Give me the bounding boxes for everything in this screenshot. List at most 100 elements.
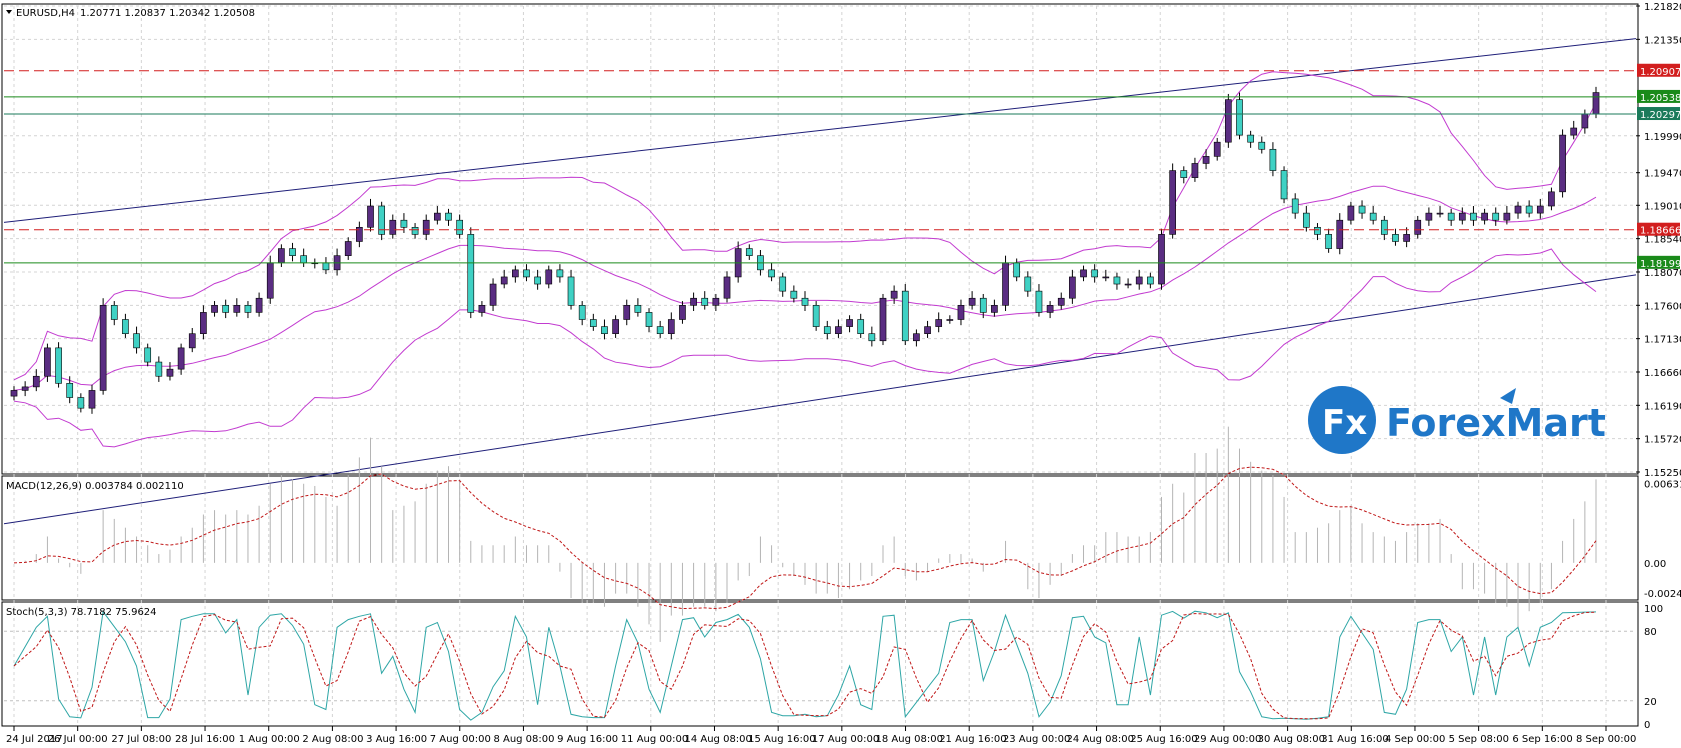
x-tick-label: 2 Aug 08:00: [302, 734, 363, 745]
y-tick-label: 1.19470: [1644, 169, 1681, 180]
candle-bear: [556, 269, 564, 278]
candle-bull: [1347, 205, 1355, 221]
grid-lines: [4, 5, 1636, 726]
level-label-box: [1637, 255, 1680, 269]
x-tick-label: 18 Aug 08:00: [876, 734, 943, 745]
candle-bear: [901, 290, 909, 342]
bollinger-lower: [13, 248, 1597, 448]
stoch-d-line: [13, 611, 1597, 720]
forexmart-logo-icon: [1308, 386, 1376, 454]
candle-bull: [1135, 276, 1143, 285]
price-panel: [3, 38, 1637, 525]
candle-bear: [1280, 170, 1288, 200]
candle-bull: [946, 319, 954, 321]
candle-bull: [1514, 205, 1522, 214]
candle-bull: [177, 347, 185, 370]
candle-bear: [1236, 99, 1243, 136]
x-tick-label: 21 Aug 16:00: [939, 734, 1006, 745]
candle-bear: [322, 262, 330, 271]
candle-bear: [1180, 170, 1188, 178]
candle-bull: [200, 312, 207, 334]
level-label: 1.20297: [1640, 110, 1681, 121]
stoch-y-tick-label: 100: [1644, 604, 1663, 615]
candle-bull: [32, 375, 40, 388]
candle-bull: [389, 219, 397, 235]
y-tick-label: 1.17600: [1644, 301, 1681, 312]
candle-bull: [667, 319, 675, 334]
candle-bull: [957, 305, 965, 320]
candle-bear: [1035, 290, 1043, 313]
candle-bear: [289, 248, 296, 256]
candle-bull: [935, 319, 943, 327]
stoch-header: Stoch(5,3,3) 78.7182 75.9624: [6, 607, 157, 618]
candle-bear: [110, 305, 118, 320]
y-tick-label: 1.18070: [1644, 268, 1681, 279]
candle-bear: [1380, 219, 1388, 235]
candle-bear: [66, 383, 74, 398]
candle-bull: [255, 297, 263, 313]
candle-bull: [1169, 170, 1176, 235]
x-tick-label: 5 Sep 08:00: [1449, 734, 1509, 745]
macd-y-tick-label: 0.00: [1644, 559, 1666, 570]
candle-bull: [88, 390, 96, 409]
macd-y-tick-label: -0.002407: [1644, 589, 1681, 600]
candle-bull: [422, 219, 430, 235]
channel-lower-line: [3, 274, 1637, 525]
candle-bear: [1392, 234, 1399, 242]
candle-bear: [1024, 276, 1032, 292]
candle-bear: [823, 326, 831, 334]
y-tick-label: 1.19990: [1644, 132, 1681, 143]
candle-bull: [233, 305, 241, 313]
candle-bull: [1425, 212, 1433, 221]
candle-bull: [1069, 276, 1076, 299]
candle-bear: [1147, 276, 1154, 285]
candle-bull: [489, 283, 497, 306]
x-tick-label: 8 Aug 08:00: [493, 734, 554, 745]
level-label-box: [1637, 63, 1680, 77]
candle-bull: [1002, 262, 1009, 306]
level-label: 1.20907: [1640, 67, 1681, 78]
y-tick-label: 1.15720: [1644, 435, 1681, 446]
candle-bear: [801, 297, 809, 306]
symbol-dropdown-icon[interactable]: [6, 10, 12, 14]
candle-bull: [623, 305, 631, 320]
candle-bull: [1080, 269, 1087, 278]
candle-bull: [1124, 283, 1132, 286]
candle-bear: [77, 397, 85, 409]
candle-bear: [1314, 226, 1321, 235]
logo-text: ForexMart: [1386, 401, 1606, 445]
x-tick-label: 1 Aug 00:00: [239, 734, 300, 745]
candle-bear: [768, 269, 775, 278]
candle-bear: [701, 297, 709, 306]
x-tick-label: 8 Sep 00:00: [1576, 734, 1636, 745]
x-tick-label: 17 Aug 00:00: [812, 734, 879, 745]
candle-bull: [1336, 219, 1344, 249]
candle-bull: [99, 305, 107, 391]
candle-bear: [1291, 198, 1299, 214]
candle-bear: [244, 305, 252, 313]
stoch-y-tick-label: 0: [1644, 720, 1650, 731]
candle-bull: [1481, 212, 1488, 221]
candle-bear: [523, 269, 530, 278]
macd-panel-frame: [1, 475, 1639, 601]
candle-bull: [835, 326, 842, 334]
candle-bear: [1113, 276, 1121, 285]
candle-bear: [979, 297, 987, 313]
y-tick-label: 1.19010: [1644, 201, 1681, 212]
level-label-box: [1637, 89, 1680, 103]
candle-bull: [1570, 127, 1578, 136]
candle-bull: [968, 297, 976, 306]
x-tick-label: 30 Aug 08:00: [1258, 734, 1325, 745]
candle-bear: [1492, 212, 1500, 221]
ohlc-header: 1.20771 1.20837 1.20342 1.20508: [80, 8, 255, 19]
level-label: 1.18199: [1640, 259, 1681, 270]
candle-bear: [645, 312, 653, 327]
candle-bear: [589, 319, 597, 327]
candle-bear: [378, 205, 385, 235]
forexmart-logo: Fx ForexMart: [1308, 386, 1606, 454]
candle-bull: [1102, 276, 1110, 279]
candle-bull: [166, 368, 174, 377]
candle-bull: [991, 305, 998, 313]
candle-bull: [1213, 141, 1221, 157]
